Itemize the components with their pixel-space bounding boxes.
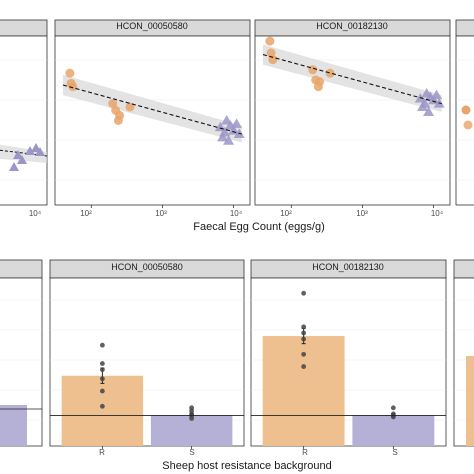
top-x-axis-title: Faecal Egg Count (eggs/g) — [193, 221, 324, 233]
ci-band — [263, 44, 442, 113]
data-point — [301, 351, 307, 357]
data-point — [301, 336, 307, 342]
data-point — [35, 147, 45, 156]
data-point — [99, 376, 105, 382]
data-point — [266, 48, 276, 58]
data-point — [99, 367, 105, 373]
tick-label: 10² — [280, 209, 292, 218]
data-point — [99, 388, 105, 394]
data-point — [390, 405, 396, 411]
bar — [0, 405, 27, 446]
fit-line — [262, 54, 442, 105]
bottom-strip-title-2: HCON_00182130 — [312, 262, 384, 272]
fit-line — [62, 84, 242, 135]
tick-label: 10⁴ — [230, 209, 243, 218]
data-point — [301, 330, 307, 336]
tick-label: 10² — [80, 209, 92, 218]
data-point — [25, 146, 35, 155]
data-point — [9, 162, 19, 171]
top-strip-title-2: HCON_00182130 — [316, 21, 388, 31]
tick-label: R — [99, 448, 105, 457]
ci-band — [63, 74, 242, 143]
data-point — [301, 324, 307, 330]
data-point — [268, 55, 278, 65]
data-point — [463, 120, 473, 130]
data-point — [99, 403, 105, 409]
data-point — [419, 98, 431, 108]
data-point — [65, 68, 75, 78]
bar — [466, 356, 474, 446]
data-point — [223, 135, 235, 145]
data-point — [461, 105, 471, 115]
data-point — [217, 131, 229, 142]
tick-label: 10⁴ — [29, 209, 42, 218]
bar — [352, 415, 435, 446]
panel-frame — [0, 35, 48, 206]
data-point — [301, 290, 307, 296]
data-point — [189, 405, 195, 411]
data-point — [99, 342, 105, 348]
data-point — [428, 94, 440, 105]
tick-label: 10³ — [155, 209, 167, 218]
data-point — [68, 82, 78, 92]
data-point — [228, 125, 240, 135]
top-strip-title-1: HCON_00050580 — [116, 21, 188, 31]
data-point — [431, 89, 443, 100]
data-point — [99, 361, 105, 366]
tick-label: R — [302, 448, 308, 457]
data-point — [108, 99, 118, 109]
data-point — [115, 110, 125, 120]
tick-label: 10⁴ — [431, 209, 444, 218]
data-point — [315, 77, 325, 87]
data-point — [325, 68, 335, 78]
data-point — [423, 106, 435, 117]
bar — [61, 375, 144, 446]
data-point — [231, 118, 243, 128]
bottom-strip-title-1: HCON_00050580 — [111, 262, 183, 272]
panel-frame — [455, 35, 474, 206]
data-point — [125, 102, 135, 112]
data-point — [17, 155, 27, 164]
data-point — [13, 150, 23, 159]
tick-label: S — [392, 448, 397, 457]
bottom-x-axis-title: Sheep host resistance background — [162, 460, 331, 472]
data-point — [265, 36, 275, 46]
tick-label: 10³ — [356, 209, 368, 218]
data-point — [219, 126, 231, 137]
ci-band — [0, 144, 47, 163]
tick-label: S — [189, 448, 194, 457]
data-point — [301, 364, 307, 369]
